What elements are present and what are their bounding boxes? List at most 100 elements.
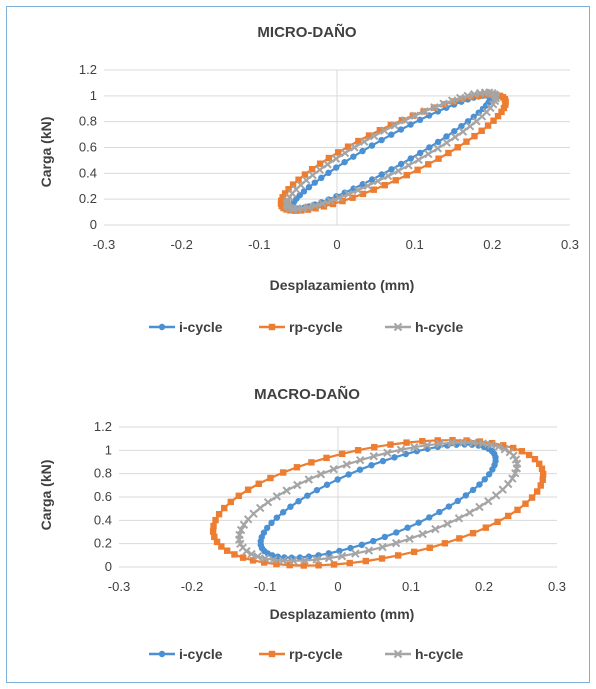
data-point bbox=[458, 127, 468, 136]
data-point bbox=[279, 194, 286, 201]
data-point bbox=[304, 492, 311, 499]
data-point bbox=[390, 121, 399, 130]
data-point bbox=[364, 546, 374, 555]
data-point bbox=[295, 176, 302, 183]
chart-micro-dano: MICRO-DAÑO -0.3 -0.2 -0.1 0 0.1 0.2 0.3 0 0.2 0.… bbox=[38, 23, 579, 335]
data-point bbox=[323, 160, 332, 169]
data-point bbox=[347, 544, 354, 552]
data-point bbox=[463, 91, 472, 100]
series-line bbox=[291, 94, 492, 210]
data-point bbox=[289, 204, 298, 214]
data-point bbox=[494, 112, 502, 120]
data-point bbox=[397, 126, 405, 133]
data-point bbox=[388, 166, 395, 173]
data-point bbox=[308, 166, 316, 173]
data-point bbox=[431, 524, 440, 534]
data-point bbox=[315, 562, 322, 569]
data-point bbox=[387, 121, 395, 129]
data-point bbox=[273, 560, 280, 568]
data-point bbox=[537, 482, 544, 489]
data-point bbox=[450, 132, 460, 142]
data-point bbox=[407, 155, 414, 162]
x-tick-label: -0.2 bbox=[181, 579, 203, 594]
legend-item-h-cycle: h-cycle bbox=[385, 319, 463, 335]
data-point bbox=[213, 538, 221, 546]
x-tick-label: -0.3 bbox=[108, 579, 130, 594]
legend-marker bbox=[158, 323, 166, 331]
y-axis-label: Carga (kN) bbox=[38, 460, 54, 531]
data-point bbox=[285, 186, 292, 193]
data-point bbox=[334, 149, 342, 156]
data-point bbox=[261, 559, 268, 566]
data-point bbox=[463, 138, 470, 145]
data-point bbox=[323, 481, 331, 488]
data-point bbox=[215, 510, 223, 518]
data-point bbox=[498, 485, 507, 494]
data-point bbox=[378, 136, 385, 144]
data-point bbox=[355, 455, 365, 465]
data-point bbox=[403, 171, 410, 179]
y-tick-label: 0.4 bbox=[79, 165, 97, 180]
data-point bbox=[494, 442, 503, 452]
data-point bbox=[331, 154, 341, 163]
data-point bbox=[238, 543, 247, 552]
data-point bbox=[350, 153, 357, 160]
data-point bbox=[260, 554, 270, 563]
data-point bbox=[278, 556, 288, 565]
legend-item-i-cycle: i-cycle bbox=[149, 646, 223, 662]
y-axis-label: Carga (kN) bbox=[38, 117, 54, 188]
data-point bbox=[426, 144, 433, 151]
chart-grid bbox=[104, 69, 570, 226]
data-point bbox=[293, 480, 302, 490]
data-point bbox=[300, 562, 307, 569]
data-point bbox=[223, 547, 231, 554]
data-point bbox=[236, 525, 246, 535]
data-point bbox=[244, 486, 252, 493]
data-point bbox=[470, 113, 477, 121]
series-rp-cycle bbox=[209, 436, 547, 569]
data-point bbox=[345, 471, 352, 478]
data-point bbox=[323, 454, 330, 462]
data-point bbox=[454, 514, 464, 523]
data-point bbox=[365, 132, 373, 139]
data-point bbox=[510, 444, 517, 452]
data-point bbox=[312, 555, 321, 564]
data-point bbox=[433, 144, 442, 153]
chart-macro-dano: MACRO-DAÑO -0.3 -0.2 -0.1 0 0.1 0.2 0.3 0 0.2 0.… bbox=[38, 385, 566, 662]
data-point bbox=[318, 174, 325, 182]
data-point bbox=[418, 529, 427, 539]
data-point bbox=[500, 445, 510, 454]
data-point bbox=[531, 455, 539, 463]
legend-label: h-cycle bbox=[415, 646, 463, 662]
data-point bbox=[436, 508, 443, 516]
data-point bbox=[300, 188, 308, 195]
y-tick-label: 0.8 bbox=[94, 466, 112, 481]
legend-marker bbox=[158, 650, 166, 658]
data-point bbox=[247, 549, 256, 559]
y-tick-labels: 0 0.2 0.4 0.6 0.8 1 1.2 bbox=[79, 62, 97, 232]
data-point bbox=[272, 492, 282, 501]
data-point bbox=[359, 137, 369, 146]
data-point bbox=[536, 460, 543, 467]
series-h-cycle bbox=[235, 438, 522, 566]
data-point bbox=[423, 441, 432, 450]
data-point bbox=[312, 205, 319, 212]
data-point bbox=[295, 498, 302, 505]
legend-label: i-cycle bbox=[179, 319, 223, 335]
x-tick-label: 0.2 bbox=[475, 579, 493, 594]
x-tick-label: 0 bbox=[334, 579, 341, 594]
data-point bbox=[368, 176, 376, 183]
data-point bbox=[485, 471, 493, 478]
x-tick-label: 0.3 bbox=[561, 237, 579, 252]
data-point bbox=[456, 93, 465, 103]
data-point bbox=[459, 95, 466, 103]
data-point bbox=[338, 450, 346, 458]
data-point bbox=[407, 121, 414, 128]
data-point bbox=[415, 519, 422, 526]
data-point bbox=[286, 561, 293, 569]
y-tick-label: 0 bbox=[105, 559, 112, 574]
data-point bbox=[350, 143, 359, 152]
x-tick-labels: -0.3 -0.2 -0.1 0 0.1 0.2 0.3 bbox=[108, 579, 566, 594]
y-tick-labels: 0 0.2 0.4 0.6 0.8 1 1.2 bbox=[94, 419, 112, 574]
data-point bbox=[394, 166, 403, 176]
